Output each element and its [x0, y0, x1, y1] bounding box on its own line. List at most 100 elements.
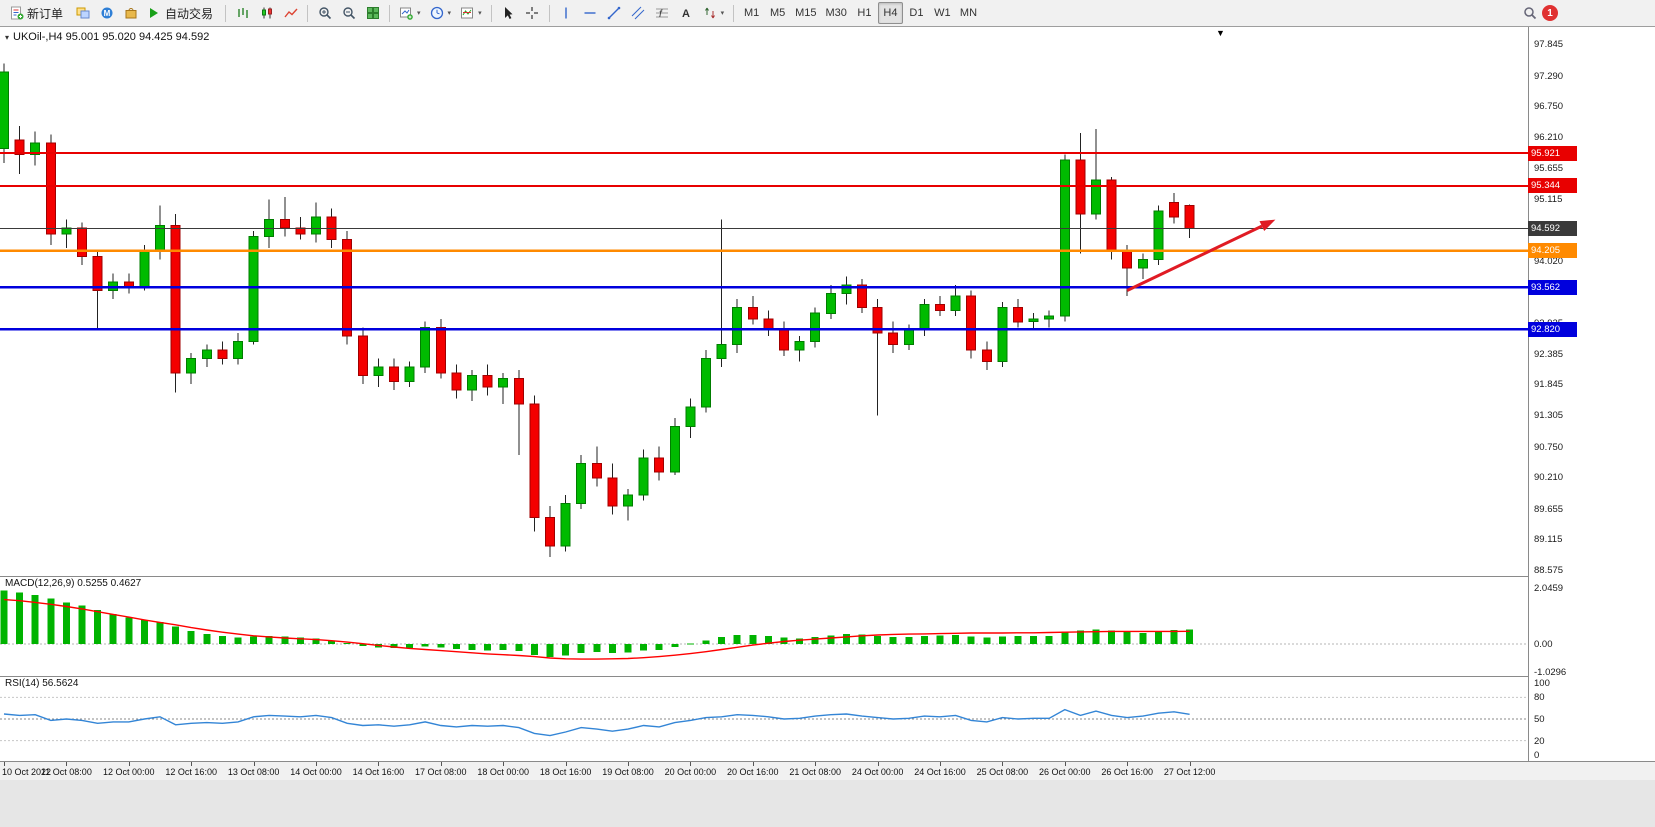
text-tool-button[interactable]: A [675, 2, 698, 24]
new-chart-icon [400, 7, 413, 20]
symbol-ohlc-header: UKOil-,H4 95.001 95.020 94.425 94.592 [13, 31, 210, 43]
horizontal-price-lines[interactable] [0, 152, 1528, 331]
time-axis-label: 26 Oct 16:00 [1101, 767, 1153, 777]
price-axis-tick: 96.750 [1534, 101, 1564, 113]
chart-menu-icon[interactable]: ▾ [5, 32, 10, 42]
periods-menu-button[interactable]: ▾ [426, 2, 456, 24]
candlestick-chart[interactable] [0, 27, 1528, 576]
chart-shift-marker[interactable]: ▼ [1216, 28, 1225, 38]
arrows-tool-button[interactable]: ▾ [699, 2, 729, 24]
timeframe-m30-button[interactable]: M30 [825, 7, 847, 19]
price-axis-tick: 95.115 [1534, 193, 1563, 205]
auto-trading-button[interactable]: 自动交易 [143, 2, 220, 24]
cursor-tool-button[interactable] [497, 2, 520, 24]
crosshair-tool-button[interactable] [521, 2, 544, 24]
toolbar-separator [733, 4, 735, 22]
bar-chart-button[interactable] [231, 2, 254, 24]
price-axis[interactable]: 97.845 97.290 96.750 96.210 95.655 95.115 94.5… [1528, 27, 1655, 780]
vertical-line-tool-button[interactable] [555, 2, 578, 24]
timeframe-mn-button[interactable]: MN [959, 7, 978, 19]
timeframe-m15-button[interactable]: M15 [795, 7, 817, 19]
panel-separator[interactable] [0, 576, 1655, 577]
rsi-line [3, 708, 1190, 737]
time-axis-label: 20 Oct 16:00 [727, 767, 779, 777]
price-level-label[interactable]: 93.562 [1528, 279, 1577, 295]
rsi-axis-tick: 80 [1534, 692, 1545, 704]
tile-windows-icon [366, 7, 379, 19]
price-axis-tick: 95.655 [1534, 163, 1564, 175]
time-axis-label: 14 Oct 16:00 [352, 767, 405, 777]
time-axis-label: 12 Oct 16:00 [165, 767, 217, 777]
market-button[interactable] [119, 2, 142, 24]
text-tool-icon: A [682, 8, 690, 20]
price-axis-tick: 97.845 [1534, 39, 1564, 50]
rsi-axis-tick: 0 [1534, 750, 1540, 761]
price-level-label[interactable]: 92.820 [1528, 321, 1577, 337]
price-axis-tick: 89.655 [1534, 503, 1564, 515]
horizontal-line-icon [584, 12, 596, 14]
vertical-line-icon [565, 7, 567, 19]
time-axis-tick-mark [440, 762, 442, 766]
timeframe-m5-button[interactable]: M5 [769, 7, 786, 19]
timeframe-h1-button[interactable]: H1 [857, 7, 872, 19]
new-chart-button[interactable]: ▾ [395, 2, 425, 24]
community-button[interactable]: M [95, 2, 118, 24]
trend-arrow-annotation[interactable] [1126, 219, 1276, 292]
price-axis-tick: 96.210 [1534, 131, 1564, 143]
market-icon [125, 8, 137, 19]
macd-label: MACD(12,26,9) 0.5255 0.4627 [5, 578, 142, 589]
tile-windows-button[interactable] [361, 2, 384, 24]
time-axis-tick-mark [66, 762, 68, 766]
price-level-label[interactable]: 94.205 [1528, 243, 1577, 258]
zoom-out-button[interactable] [337, 2, 360, 24]
timeframe-h4-button[interactable]: H4 [877, 2, 903, 24]
time-axis-label: 27 Oct 12:00 [1163, 767, 1216, 777]
rsi-axis-tick: 20 [1534, 735, 1545, 747]
search-button[interactable] [1518, 2, 1541, 24]
timeframe-d1-button[interactable]: D1 [909, 7, 924, 19]
candlestick-chart-button[interactable] [255, 2, 278, 24]
community-icon: M [101, 7, 113, 19]
chevron-down-icon: ▾ [447, 10, 452, 17]
horizontal-line-tool-button[interactable] [579, 2, 602, 24]
time-axis-tick-mark [128, 762, 130, 766]
candles-group [0, 63, 1195, 558]
trendline-tool-button[interactable] [603, 2, 626, 24]
time-axis[interactable]: 10 Oct 2022 11 Oct 08:00 12 Oct 00:00 12 Oc… [0, 761, 1655, 780]
price-level-label[interactable]: 94.592 [1528, 221, 1577, 237]
timeframe-m1-button[interactable]: M1 [743, 7, 760, 19]
charts-button[interactable] [71, 2, 94, 24]
indicators-icon [461, 7, 474, 19]
time-axis-label: 21 Oct 08:00 [789, 767, 841, 777]
time-axis-label: 11 Oct 08:00 [40, 767, 92, 777]
time-axis-tick-mark [1002, 762, 1004, 766]
price-axis-tick: 97.290 [1534, 70, 1564, 82]
timeframe-w1-button[interactable]: W1 [934, 7, 951, 19]
notification-badge[interactable]: 1 [1542, 5, 1558, 21]
time-axis-label: 13 Oct 08:00 [227, 767, 280, 777]
macd-panel [0, 590, 1528, 660]
time-axis-tick-mark [4, 762, 5, 766]
price-axis-tick: 92.385 [1534, 348, 1564, 360]
price-level-label[interactable]: 95.921 [1528, 145, 1577, 161]
time-axis-label: 18 Oct 00:00 [477, 767, 529, 777]
new-order-button[interactable]: 新订单 [3, 2, 70, 24]
candlestick-icon [261, 7, 272, 19]
new-order-icon [11, 6, 24, 20]
macd-axis-tick: -1.0296 [1534, 667, 1567, 679]
line-chart-button[interactable] [279, 2, 302, 24]
chart-header: ▾ UKOil-,H4 95.001 95.020 94.425 94.592 [5, 31, 209, 43]
panel-separator[interactable] [0, 676, 1655, 677]
price-level-label[interactable]: 95.344 [1528, 178, 1577, 194]
channel-tool-button[interactable] [627, 2, 650, 24]
new-order-label: 新订单 [27, 6, 64, 21]
chevron-down-icon: ▾ [417, 10, 421, 17]
zoom-in-button[interactable] [313, 2, 336, 24]
rsi-label: RSI(14) 56.5624 [5, 678, 79, 689]
fibonacci-icon: f [656, 8, 669, 20]
charts-icon [76, 7, 90, 19]
crosshair-icon [526, 7, 539, 19]
indicators-menu-button[interactable]: ▾ [456, 2, 486, 24]
bar-chart-icon [237, 8, 248, 18]
fibonacci-tool-button[interactable]: f [651, 2, 674, 24]
